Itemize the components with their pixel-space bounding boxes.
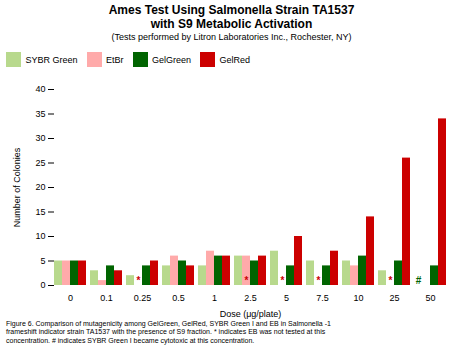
svg-text:0.1: 0.1	[100, 293, 113, 303]
html-text:(Tests performed by Litron Lab: (Tests performed by Litron Laboratories …	[111, 31, 352, 42]
svg-text:40: 40	[35, 84, 45, 94]
svg-text:35: 35	[35, 109, 45, 119]
svg-text:25: 25	[389, 293, 399, 303]
svg-text:15: 15	[35, 207, 45, 217]
svg-text:1: 1	[212, 293, 217, 303]
svg-text:20: 20	[35, 182, 45, 192]
svg-text:*: *	[317, 274, 321, 285]
html-text:EtBr: EtBr	[106, 55, 124, 65]
svg-text:0: 0	[40, 280, 45, 290]
svg-text:50: 50	[425, 293, 435, 303]
svg-text:*: *	[245, 274, 249, 285]
svg-text:Number of Colonies: Number of Colonies	[12, 147, 22, 227]
svg-text:*: *	[137, 274, 141, 285]
svg-text:*: *	[281, 274, 285, 285]
html-text:Figure 6. Comparison of mutage: Figure 6. Comparison of mutagenicity amo…	[6, 320, 331, 344]
svg-text:5: 5	[284, 293, 289, 303]
html-text:Ames Test Using Salmonella Str: Ames Test Using Salmonella Strain TA1537…	[108, 3, 355, 32]
svg-text:7.5: 7.5	[316, 293, 329, 303]
svg-text:5: 5	[40, 256, 45, 266]
svg-text:25: 25	[35, 158, 45, 168]
svg-text:10: 10	[353, 293, 363, 303]
html-text:SYBR Green: SYBR Green	[25, 55, 78, 65]
svg-text:#: #	[416, 274, 422, 285]
svg-text:0.25: 0.25	[134, 293, 152, 303]
svg-text:30: 30	[35, 133, 45, 143]
svg-text:10: 10	[35, 231, 45, 241]
svg-text:0.5: 0.5	[172, 293, 185, 303]
svg-text:2.5: 2.5	[244, 293, 257, 303]
html-text:GelRed: GelRed	[219, 55, 251, 65]
svg-text:*: *	[389, 274, 393, 285]
svg-text:0: 0	[68, 293, 73, 303]
html-text:GelGreen: GelGreen	[152, 55, 192, 65]
svg-text:Dose (μg/plate): Dose (μg/plate)	[220, 308, 282, 318]
